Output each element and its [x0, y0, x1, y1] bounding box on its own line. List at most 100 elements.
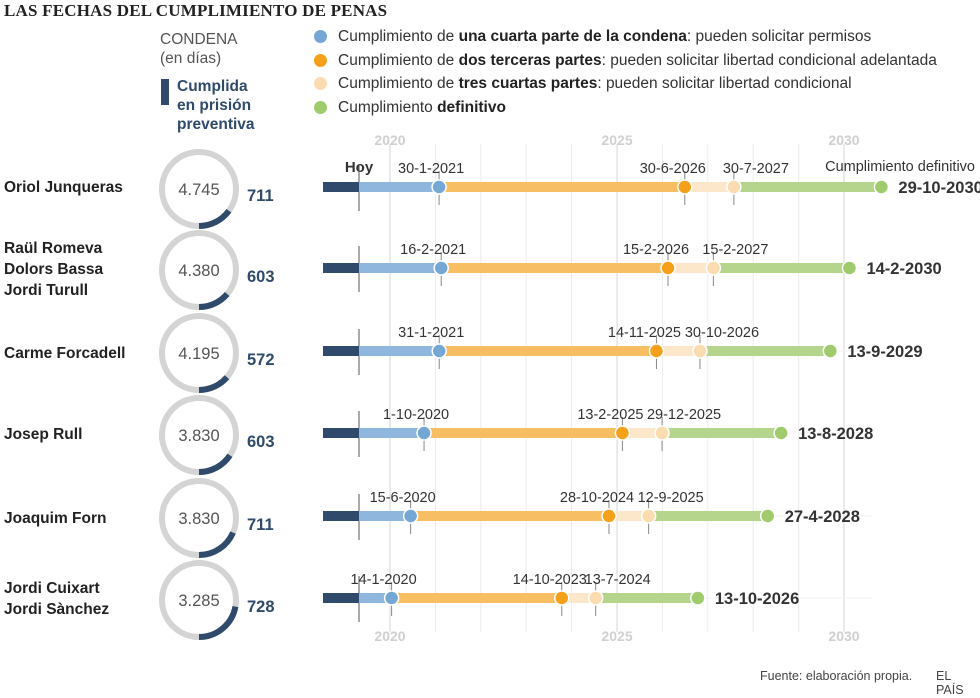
- bar-segment-twothirds: [391, 593, 562, 603]
- row-names-2: Carme Forcadell: [4, 343, 125, 364]
- cumplida-arc: [198, 375, 230, 393]
- milestone-dot-threequarters: [587, 590, 604, 606]
- milestone-dot-quarter: [431, 179, 447, 195]
- row-name: Dolors Bassa: [4, 261, 104, 278]
- bar-segment-twothirds: [410, 511, 609, 521]
- row-names-1: Raül Romeva Dolors Bassa Jordi Turull: [4, 238, 103, 301]
- milestone-dot-quarter: [431, 343, 447, 359]
- milestone-dot-quarter: [402, 508, 419, 524]
- year-tick-label-bottom: 2020: [374, 628, 405, 644]
- legend-text: Cumplimiento definitivo: [338, 99, 506, 116]
- milestone-dot-threequarters: [654, 425, 670, 441]
- milestone-label-quarter: 14-1-2020: [351, 572, 417, 588]
- cumplida-value: 603: [247, 433, 275, 451]
- chart-title: LAS FECHAS DEL CUMPLIMIENTO DE PENAS: [4, 1, 388, 20]
- cumplida-legend-line-2: en prisión: [177, 97, 252, 114]
- milestone-dot-twothirds: [614, 425, 631, 441]
- cumplida-value: 728: [247, 598, 275, 616]
- bar-segment-threequarters: [608, 511, 649, 521]
- cumplida-value: 572: [247, 351, 275, 369]
- row-name: Jordi Sànchez: [4, 601, 110, 618]
- row-name: Joaquim Forn: [4, 510, 107, 527]
- milestone-dot-definitive: [873, 179, 890, 195]
- milestone-dot-twothirds: [648, 343, 665, 359]
- cumplida-value: 711: [247, 187, 274, 205]
- row-names-3: Josep Rull: [4, 424, 82, 445]
- milestone-label-threequarters: 12-9-2025: [638, 490, 704, 506]
- cumplida-value: 603: [247, 268, 275, 286]
- bar-segment-prison: [323, 428, 359, 438]
- milestone-label-twothirds: 30-6-2026: [640, 161, 706, 177]
- bar-segment-threequarters: [668, 263, 714, 273]
- row-name: Raül Romeva: [4, 240, 103, 257]
- milestone-dot-definitive: [841, 260, 858, 276]
- bar-segment-prison: [323, 593, 359, 603]
- bar-segment-definitive: [662, 428, 782, 438]
- milestone-label-quarter: 30-1-2021: [398, 161, 464, 177]
- condena-label-line-2: (en días): [160, 50, 222, 67]
- milestone-dot-definitive: [773, 425, 789, 441]
- milestone-dot-twothirds: [677, 179, 693, 195]
- year-tick-label-top: 2020: [374, 132, 405, 148]
- condena-value: 3.830: [178, 510, 219, 528]
- cumplida-legend-text: Cumplida en prisión preventiva: [177, 77, 317, 134]
- condena-value: 4.195: [178, 345, 219, 363]
- year-tick-label-top: 2030: [828, 132, 859, 148]
- bar-segment-twothirds: [424, 428, 623, 438]
- legend-dot-quarter: [314, 30, 327, 43]
- bar-segment-definitive: [648, 511, 768, 521]
- milestone-dot-definitive: [759, 508, 776, 524]
- milestone-dot-quarter: [433, 260, 449, 276]
- definitive-date-label: 29-10-2030: [898, 179, 980, 197]
- milestone-label-threequarters: 13-7-2024: [585, 572, 651, 588]
- definitive-date-label: 27-4-2028: [785, 508, 860, 526]
- milestone-dot-twothirds: [554, 590, 570, 606]
- milestone-dot-threequarters: [640, 508, 657, 524]
- bar-segment-threequarters: [622, 428, 663, 438]
- row-names-0: Oriol Junqueras: [4, 177, 123, 198]
- cumplida-arc: [198, 453, 233, 475]
- bar-segment-quarter: [359, 428, 425, 438]
- condena-value: 3.830: [178, 427, 219, 445]
- row-names-4: Joaquim Forn: [4, 508, 106, 529]
- cumplida-value: 711: [247, 516, 274, 534]
- legend-item-twothirds: Cumplimiento de dos terceras partes: pue…: [310, 51, 980, 73]
- condena-value: 4.380: [178, 262, 219, 280]
- condena-value: 4.745: [178, 181, 219, 199]
- bar-segment-prison: [323, 346, 359, 356]
- milestone-label-threequarters: 15-2-2027: [702, 242, 768, 258]
- bar-segment-definitive: [733, 182, 882, 192]
- bar-segment-twothirds: [439, 346, 657, 356]
- milestone-label-threequarters: 29-12-2025: [647, 407, 721, 423]
- bar-segment-prison: [323, 263, 359, 273]
- bar-segment-threequarters: [656, 346, 700, 356]
- bar-segment-quarter: [359, 511, 411, 521]
- row-name: Jordi Turull: [4, 282, 89, 299]
- year-tick-label-bottom: 2025: [601, 628, 632, 644]
- legend-text: Cumplimiento de dos terceras partes: pue…: [338, 52, 937, 69]
- bar-segment-quarter: [359, 346, 440, 356]
- definitive-date-label: 13-10-2026: [715, 590, 799, 608]
- milestone-label-twothirds: 14-10-2023: [513, 572, 587, 588]
- bar-segment-quarter: [359, 263, 442, 273]
- milestone-label-quarter: 16-2-2021: [400, 242, 466, 258]
- bar-segment-prison: [323, 182, 359, 192]
- brand-logo: EL PAÍS: [936, 669, 964, 697]
- bar-segment-quarter: [359, 182, 440, 192]
- bar-segment-definitive: [595, 593, 698, 603]
- legend-dot-twothirds: [314, 54, 327, 67]
- year-tick-label-top: 2025: [601, 132, 632, 148]
- milestone-label-twothirds: 13-2-2025: [577, 407, 643, 423]
- milestone-dot-quarter: [383, 590, 400, 606]
- milestone-dot-threequarters: [705, 260, 722, 276]
- condena-label-line-1: CONDENA: [160, 31, 238, 48]
- definitive-date-label: 13-8-2028: [798, 425, 873, 443]
- milestone-label-quarter: 31-1-2021: [398, 325, 464, 341]
- year-tick-label-bottom: 2030: [828, 628, 859, 644]
- bar-segment-twothirds: [441, 263, 669, 273]
- row-name: Jordi Cuixart: [4, 580, 100, 597]
- bar-segment-twothirds: [439, 182, 685, 192]
- legend-dot-threequarters: [314, 77, 327, 90]
- condena-label: CONDENA (en días): [160, 30, 238, 68]
- legend-text: Cumplimiento de tres cuartas partes: pue…: [338, 75, 852, 92]
